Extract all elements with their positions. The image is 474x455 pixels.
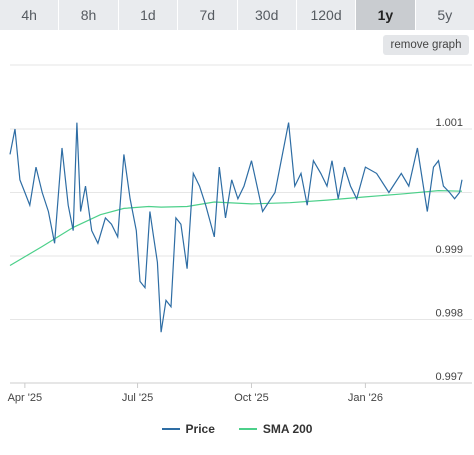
tab-4h[interactable]: 4h xyxy=(0,0,60,30)
y-tick-label: 0.998 xyxy=(435,308,463,320)
tab-7d[interactable]: 7d xyxy=(178,0,238,30)
tab-1y[interactable]: 1y xyxy=(356,0,416,30)
y-tick-label: 0.997 xyxy=(435,371,463,383)
legend: Price SMA 200 xyxy=(0,420,474,438)
series-line-sma-200 xyxy=(9,189,463,267)
remove-graph-button[interactable]: remove graph xyxy=(383,35,469,55)
tab-8h[interactable]: 8h xyxy=(59,0,119,30)
x-axis-ticks: Apr '25 Jul '25 Oct '25 Jan '26 xyxy=(8,383,383,404)
x-tick-label: Oct '25 xyxy=(234,392,269,404)
tab-30d[interactable]: 30d xyxy=(237,0,297,30)
y-tick-label: 0.999 xyxy=(435,244,463,256)
legend-item-sma-200[interactable]: SMA 200 xyxy=(238,422,313,436)
x-tick-label: Jul '25 xyxy=(122,392,153,404)
y-tick-label: 1.001 xyxy=(435,117,463,129)
tab-5y[interactable]: 5y xyxy=(415,0,474,30)
legend-swatch-price xyxy=(161,428,180,430)
legend-label-sma-200: SMA 200 xyxy=(262,422,313,436)
tab-120d[interactable]: 120d xyxy=(296,0,357,30)
x-tick-label: Apr '25 xyxy=(8,392,43,404)
range-tabs: 4h 8h 1d 7d 30d 120d 1y 5y xyxy=(0,0,474,30)
legend-swatch-sma-200 xyxy=(238,428,257,430)
legend-item-price[interactable]: Price xyxy=(161,422,215,436)
x-tick-label: Jan '26 xyxy=(348,392,383,404)
tab-1d[interactable]: 1d xyxy=(118,0,179,30)
series-line-price xyxy=(9,122,463,333)
legend-label-price: Price xyxy=(185,422,215,436)
y-axis-ticks: 0.997 0.998 0.999 1.001 xyxy=(435,117,463,383)
